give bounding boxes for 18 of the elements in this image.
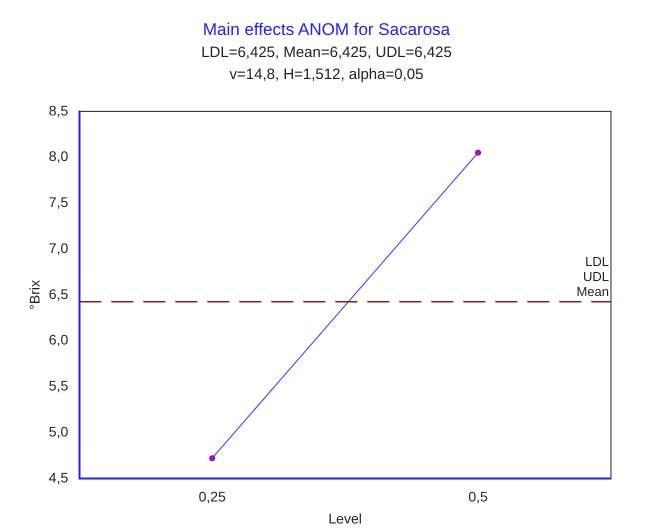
y-tick-label: 4,5 [48, 469, 68, 486]
y-tick-label: 7,5 [48, 194, 68, 210]
x-tick-label: 0,5 [468, 488, 488, 505]
y-tick-label: 8,0 [48, 148, 68, 164]
y-tick-label: 8,5 [48, 102, 68, 118]
chart-subtitle: LDL=6,425, Mean=6,425, UDL=6,425 v=14,8, H=1,512, alpha=0,05 [200, 43, 453, 85]
y-tick-label: 5,0 [48, 423, 68, 440]
y-axis-title: °Brix [26, 280, 42, 310]
chart-title: Main effects ANOM for Sacarosa [202, 20, 452, 40]
y-tick-label: 5,5 [48, 378, 68, 394]
x-tick-label: 0,25 [198, 488, 226, 505]
y-tick-label: 6,0 [48, 332, 68, 348]
y-tick-label: 7,0 [48, 240, 68, 256]
y-tick-label: 6,5 [48, 286, 68, 302]
x-axis-title: Level [328, 510, 362, 526]
annotation: LDL [585, 254, 609, 269]
annotation: UDL [582, 268, 609, 284]
ref-line-label: Mean [576, 284, 609, 299]
